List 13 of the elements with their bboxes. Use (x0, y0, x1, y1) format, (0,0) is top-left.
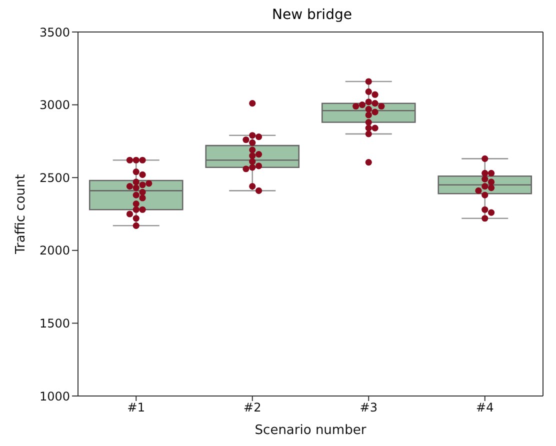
y-axis-title: Traffic count (14, 174, 29, 255)
x-tick-label: #4 (476, 400, 494, 415)
y-tick-label: 2500 (39, 170, 70, 185)
x-tick-label: #2 (244, 400, 262, 415)
y-tick-label: 3500 (39, 25, 70, 40)
y-tick-label: 1500 (39, 316, 70, 330)
x-axis-title: Scenario number (254, 423, 367, 438)
y-tick-label: 3000 (39, 98, 70, 112)
chart-title: New bridge (271, 7, 353, 23)
y-tick-label: 1000 (39, 389, 70, 404)
x-tick-label: #1 (127, 400, 145, 415)
x-tick-label: #3 (360, 400, 378, 415)
y-tick-label: 2000 (39, 244, 70, 258)
